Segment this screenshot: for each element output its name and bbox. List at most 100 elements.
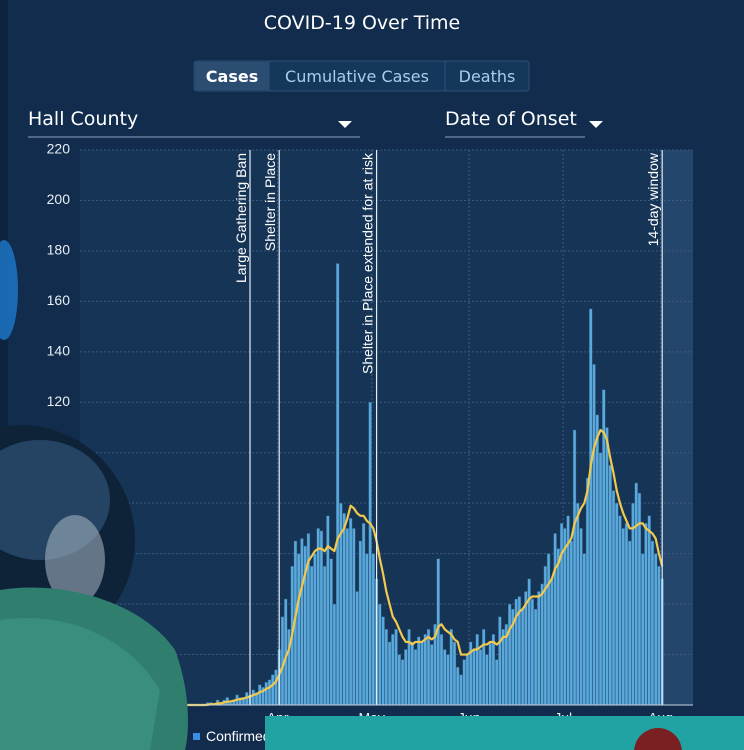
legend-swatch [193, 733, 200, 740]
bar [605, 427, 609, 706]
dropdown-caret[interactable] [589, 121, 603, 128]
bar [482, 629, 486, 706]
y-tick-label: 200 [47, 191, 71, 207]
bar [540, 583, 544, 706]
tab[interactable]: Cases [206, 67, 258, 86]
bar [465, 654, 470, 706]
bar [371, 553, 375, 706]
bar [271, 674, 275, 706]
bar [615, 502, 619, 706]
bar [313, 553, 317, 706]
bar [319, 530, 324, 706]
bar [595, 414, 599, 706]
bar [348, 518, 353, 706]
bar [400, 659, 405, 706]
bar [342, 513, 346, 706]
bar [647, 515, 651, 706]
bar [251, 689, 255, 706]
tab-bar: Cases Cumulative Cases Deaths [193, 60, 530, 92]
bar [352, 528, 356, 706]
bar [589, 308, 593, 706]
bar [569, 540, 573, 706]
bar [608, 465, 612, 706]
tab[interactable]: Cumulative Cases [285, 67, 429, 86]
tab[interactable]: Deaths [459, 67, 516, 86]
annotation-label: Large Gathering Ban [233, 153, 249, 283]
red-blob [634, 728, 682, 750]
bar [592, 364, 596, 706]
bar [618, 515, 622, 706]
bar [297, 553, 301, 706]
bar [439, 634, 444, 706]
bar [443, 649, 447, 706]
bar [650, 540, 655, 706]
y-tick-label: 180 [47, 242, 71, 258]
bar [611, 490, 616, 706]
y-tick-label: 120 [47, 393, 71, 409]
bar [553, 533, 557, 706]
bar [530, 598, 535, 706]
chart-title: COVID-19 Over Time [264, 12, 460, 34]
mask-fold [0, 618, 160, 750]
bar [310, 566, 314, 706]
county-dropdown[interactable]: Hall County [28, 108, 360, 138]
bar [495, 659, 499, 706]
bar [449, 629, 453, 706]
legend-label: Confirmed [206, 728, 271, 744]
bar [365, 553, 369, 706]
bar [332, 603, 337, 706]
bar [397, 654, 401, 706]
bar [537, 591, 541, 706]
annotation-label: Shelter in Place extended for at risk [360, 152, 376, 374]
bar [345, 528, 350, 706]
bar [634, 482, 638, 706]
trend-line [178, 428, 664, 707]
dropdown-value[interactable]: Date of Onset [445, 108, 577, 130]
bar [404, 649, 408, 706]
y-tick-label: 160 [47, 292, 71, 308]
plot: 020406080100120140160180200220AprMayJunJ… [47, 141, 693, 726]
dropdown-caret[interactable] [338, 121, 352, 128]
bar [641, 553, 645, 706]
bar [407, 629, 411, 706]
bar [355, 591, 359, 706]
bar [478, 649, 483, 706]
bar [452, 641, 457, 706]
tab-selected[interactable] [195, 62, 269, 90]
bar [546, 553, 551, 706]
bar [654, 553, 658, 706]
bar [563, 528, 567, 706]
bar [524, 591, 528, 706]
dropdown-value[interactable]: Hall County [28, 108, 138, 130]
bar [498, 616, 502, 706]
bar [501, 629, 505, 706]
bar [491, 634, 496, 706]
bar [657, 566, 661, 706]
bar [628, 540, 632, 706]
bar [446, 654, 450, 706]
bar [274, 669, 278, 706]
bar [621, 528, 625, 706]
bar [533, 608, 538, 706]
bar [485, 654, 489, 706]
bar [462, 659, 466, 706]
bar [598, 452, 603, 706]
date-dropdown[interactable]: Date of Onset [445, 108, 603, 138]
bar [624, 523, 629, 706]
bar [430, 644, 434, 706]
recent-window-shade [662, 150, 693, 705]
bar [472, 649, 476, 706]
bar [391, 634, 395, 706]
bar [631, 502, 635, 706]
bar [378, 603, 382, 706]
bar [572, 429, 577, 706]
bar [576, 502, 580, 706]
bar [550, 578, 554, 706]
bar [556, 548, 560, 706]
bar [413, 649, 418, 706]
bar [335, 263, 340, 706]
bar [258, 684, 262, 706]
bar [507, 603, 512, 706]
